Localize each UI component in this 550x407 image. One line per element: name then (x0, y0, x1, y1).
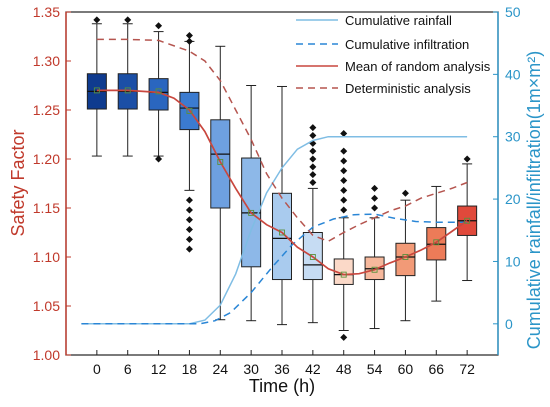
box-36 (272, 192, 292, 281)
box-outlier (340, 130, 348, 138)
box-outlier (93, 16, 101, 24)
box-outlier (309, 171, 317, 179)
x-ticks: 0 6 12 18 24 30 36 42 48 54 60 66 72 (93, 350, 475, 377)
box-outlier (340, 206, 348, 214)
box-outlier (309, 163, 317, 171)
x-tick-label: 18 (182, 361, 198, 377)
x-tick-label: 72 (459, 361, 475, 377)
box-outlier (155, 22, 163, 30)
mean-marker (248, 209, 255, 216)
x-tick-label: 54 (367, 361, 383, 377)
right-tick-label: 30 (505, 129, 521, 145)
mean-marker (371, 266, 378, 273)
right-tick-label: 50 (505, 4, 521, 20)
box-outlier (340, 147, 348, 155)
left-tick-label: 1.05 (33, 298, 60, 314)
left-y-axis-title: Safety Factor (8, 129, 28, 236)
x-tick-label: 6 (124, 361, 132, 377)
box-outlier (371, 184, 379, 192)
x-tick-label: 36 (274, 361, 290, 377)
left-tick-label: 1.15 (33, 200, 60, 216)
left-tick-label: 1.20 (33, 151, 60, 167)
box-outlier (340, 196, 348, 204)
x-tick-label: 48 (336, 361, 352, 377)
box-outlier (309, 155, 317, 163)
x-tick-label: 24 (212, 361, 228, 377)
box-outlier (185, 37, 193, 45)
box-outlier (340, 333, 348, 341)
rainfall-line (81, 135, 468, 325)
x-tick-label: 30 (243, 361, 259, 377)
legend-label-rainfall: Cumulative rainfall (345, 13, 452, 28)
box-outlier (185, 206, 193, 214)
mean-marker (279, 229, 285, 236)
box-outlier (185, 196, 193, 204)
left-tick-label: 1.25 (33, 102, 60, 118)
right-y-ticks: 0 10 20 30 40 50 (493, 4, 521, 332)
x-tick-label: 66 (428, 361, 444, 377)
x-tick-label: 0 (93, 361, 101, 377)
box-outlier (401, 189, 409, 197)
mean-marker (340, 271, 347, 278)
box-outlier (185, 216, 193, 224)
x-tick-label: 42 (305, 361, 321, 377)
box-outlier (371, 194, 379, 202)
box-outlier (185, 32, 193, 40)
mean-marker (155, 88, 162, 95)
mean-marker (93, 87, 100, 94)
x-tick-label: 60 (398, 361, 414, 377)
infiltration-line (81, 213, 468, 325)
right-tick-label: 0 (505, 316, 513, 332)
legend-label-infiltration: Cumulative infiltration (345, 37, 469, 52)
legend-label-mean: Mean of random analysis (345, 59, 491, 74)
left-tick-label: 1.00 (33, 347, 60, 363)
box-outlier (185, 245, 193, 253)
left-y-ticks: 1.00 1.05 1.10 1.15 1.20 1.25 1.30 1.35 (33, 4, 71, 363)
box-outlier (185, 235, 193, 243)
right-tick-label: 40 (505, 66, 521, 82)
mean-marker (402, 254, 409, 260)
legend-label-deterministic: Deterministic analysis (345, 81, 471, 96)
box-24 (210, 119, 231, 209)
mean-marker (464, 217, 471, 224)
legend: Cumulative rainfall Cumulative infiltrat… (296, 13, 491, 96)
left-tick-label: 1.35 (33, 4, 60, 20)
box-outlier (309, 131, 317, 139)
mean-line (96, 89, 468, 276)
right-tick-label: 20 (505, 191, 521, 207)
mean-marker (186, 108, 193, 114)
box-outlier (340, 167, 348, 175)
box-outlier (185, 226, 193, 234)
box-outlier (309, 179, 317, 187)
x-tick-label: 12 (151, 361, 167, 377)
box-outlier (463, 155, 471, 163)
left-tick-label: 1.10 (33, 249, 60, 265)
box-outlier (340, 177, 348, 185)
mean-marker (217, 158, 224, 165)
box-outlier (309, 147, 317, 155)
mean-marker (433, 239, 440, 246)
box-outlier (124, 16, 132, 24)
mean-marker (124, 87, 131, 94)
box-outlier (155, 155, 163, 163)
mean-marker (309, 254, 316, 260)
lines-layer (81, 38, 471, 325)
box-outlier (309, 124, 317, 132)
x-axis-title: Time (h) (249, 376, 315, 396)
box-outlier (371, 204, 379, 212)
left-tick-label: 1.30 (33, 53, 60, 69)
box-outlier (340, 186, 348, 194)
box-outlier (340, 157, 348, 165)
right-y-axis-title: Cumulative rainfall/infiltration(1m×m²) (524, 51, 544, 350)
right-tick-label: 10 (505, 253, 521, 269)
